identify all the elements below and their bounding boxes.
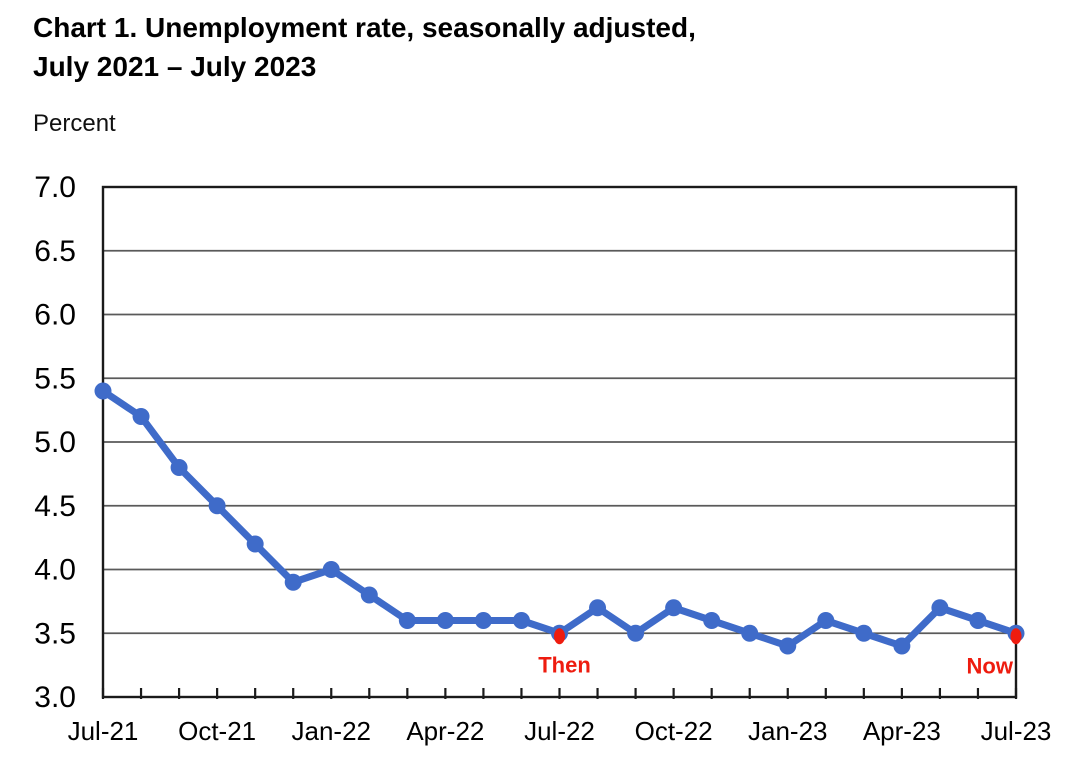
data-point-marker bbox=[665, 599, 683, 617]
data-point-marker bbox=[132, 408, 150, 425]
data-point-marker bbox=[360, 586, 378, 604]
data-point-marker bbox=[398, 612, 416, 629]
data-point-marker bbox=[589, 599, 607, 617]
x-tick-label: Jul-23 bbox=[981, 716, 1052, 746]
y-tick-label: 7.0 bbox=[34, 171, 76, 204]
data-point-marker bbox=[208, 497, 226, 515]
x-tick-label: Jul-21 bbox=[68, 716, 139, 746]
data-point-marker bbox=[322, 561, 340, 578]
then-annotation-label: Then bbox=[538, 652, 591, 677]
data-point-marker bbox=[969, 612, 987, 629]
y-tick-label: 6.0 bbox=[34, 299, 76, 332]
data-point-marker bbox=[284, 573, 302, 591]
trend-line bbox=[99, 387, 1020, 650]
data-point-marker bbox=[779, 637, 797, 655]
y-tick-label: 4.0 bbox=[34, 554, 76, 587]
y-tick-label: 5.0 bbox=[34, 426, 76, 459]
x-tick-label: Oct-21 bbox=[178, 716, 256, 746]
data-point-marker bbox=[817, 612, 835, 629]
data-point-marker bbox=[931, 599, 949, 617]
x-tick-label: Jan-22 bbox=[292, 716, 372, 746]
y-tick-label: 3.5 bbox=[34, 617, 76, 650]
x-tick-label: Jul-22 bbox=[524, 716, 595, 746]
data-point-marker bbox=[741, 624, 759, 642]
y-tick-label: 6.5 bbox=[34, 235, 76, 268]
data-point-marker bbox=[703, 612, 721, 629]
x-tick-label: Oct-22 bbox=[635, 716, 713, 746]
data-point-marker bbox=[246, 535, 264, 553]
now-annotation-label: Now bbox=[967, 653, 1014, 678]
data-point-marker bbox=[170, 459, 188, 476]
data-point-marker bbox=[627, 624, 645, 642]
x-tick-label: Apr-22 bbox=[406, 716, 484, 746]
y-axis-unit-label: Percent bbox=[33, 110, 116, 137]
data-point-marker bbox=[436, 612, 454, 629]
x-tick-label: Jan-23 bbox=[748, 716, 828, 746]
data-point-marker bbox=[512, 612, 530, 629]
then-highlight-marker bbox=[554, 628, 565, 645]
data-point-marker bbox=[94, 382, 112, 400]
data-point-marker bbox=[893, 637, 911, 655]
chart-title-line2: July 2021 – July 2023 bbox=[33, 51, 317, 82]
now-highlight-marker bbox=[1010, 628, 1022, 645]
y-tick-label: 5.5 bbox=[34, 362, 76, 395]
chart-title-line1: Chart 1. Unemployment rate, seasonally a… bbox=[33, 12, 696, 43]
data-point-marker bbox=[855, 624, 873, 642]
x-tick-label: Apr-23 bbox=[863, 716, 941, 746]
y-tick-label: 3.0 bbox=[34, 681, 76, 714]
chart-title: Chart 1. Unemployment rate, seasonally a… bbox=[33, 8, 696, 86]
data-point-marker bbox=[474, 612, 492, 629]
y-tick-label: 4.5 bbox=[34, 490, 76, 523]
